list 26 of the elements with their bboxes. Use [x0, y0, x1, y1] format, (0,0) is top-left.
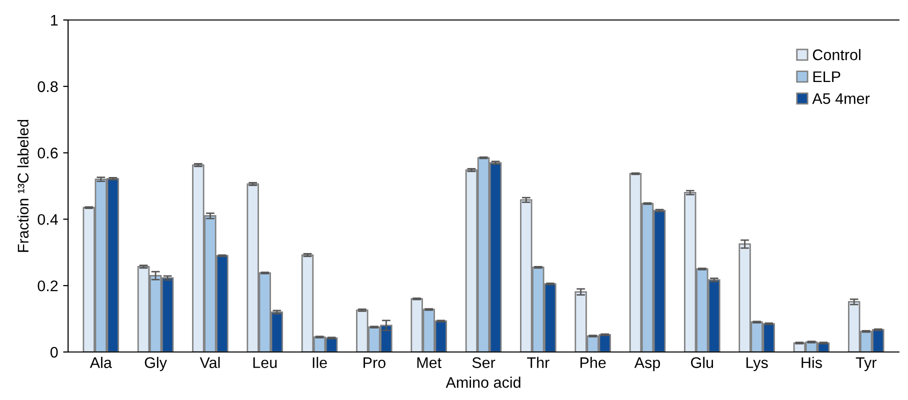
x-tick-label: Glu	[691, 356, 714, 368]
x-tick-label: Val	[200, 356, 220, 368]
x-tick-label: Phe	[580, 356, 606, 368]
x-tick-label: Gly	[144, 356, 167, 372]
y-tick-label: 0.2	[38, 280, 58, 292]
legend-label: Control	[812, 49, 860, 60]
x-tick-label: Pro	[364, 357, 386, 368]
x-tick-label: His	[802, 356, 822, 368]
y-tick-label: 1	[51, 15, 58, 26]
x-tick-label: Ser	[472, 357, 496, 368]
x-tick-label: Thr	[527, 356, 550, 368]
y-axis-title: Fraction ¹³C labeled	[17, 120, 29, 252]
x-tick-label: Leu	[253, 357, 277, 368]
x-axis-title: Amino acid	[446, 376, 520, 388]
y-tick-label: 0.6	[38, 148, 58, 158]
y-tick-label: 0.4	[38, 214, 58, 225]
x-tick-label: Tyr	[856, 357, 876, 372]
x-tick-label: Asp	[634, 357, 660, 372]
legend-label: A5 4mer	[812, 93, 870, 104]
x-tick-label: Ile	[312, 356, 327, 368]
x-tick-label: Ala	[90, 356, 112, 368]
x-tick-label: Lys	[746, 357, 768, 372]
y-tick-label: 0	[50, 346, 58, 358]
y-tick-label: 0.8	[38, 81, 58, 92]
legend-label: ELP	[813, 71, 840, 82]
x-tick-label: Met	[417, 357, 442, 368]
